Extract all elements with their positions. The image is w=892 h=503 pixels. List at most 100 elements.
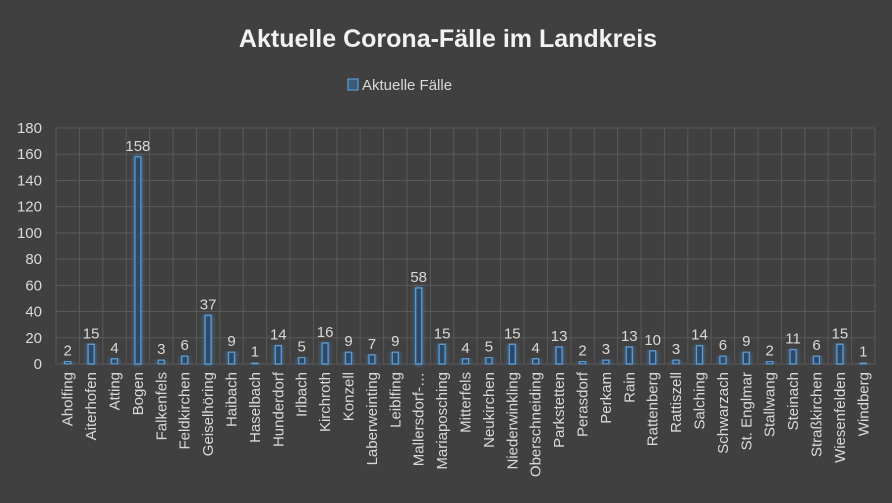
x-tick-label: Neukirchen — [481, 372, 498, 448]
bar — [391, 351, 399, 365]
bar — [742, 351, 750, 365]
x-tick-label: Mallersdorf-… — [411, 372, 428, 466]
bar — [251, 362, 259, 365]
data-label: 37 — [200, 296, 217, 313]
data-label: 9 — [742, 333, 750, 350]
x-tick-label: Mariaposching — [434, 372, 451, 470]
x-tick-label: Atting — [107, 372, 124, 410]
x-tick-label: Leiblfing — [387, 372, 404, 428]
x-tick-label: Laberweinting — [364, 372, 381, 465]
bar — [344, 351, 353, 365]
bar — [415, 287, 423, 365]
bar — [532, 358, 540, 365]
chart-title: Aktuelle Corona-Fälle im Landkreis — [239, 25, 657, 53]
x-tick-label: Windberg — [855, 372, 872, 436]
data-label: 13 — [621, 328, 638, 345]
data-label: 3 — [602, 341, 610, 358]
x-tick-label: Mitterfels — [458, 372, 475, 433]
y-tick-label: 20 — [25, 330, 42, 347]
bars — [64, 156, 867, 365]
bar — [649, 350, 657, 365]
bar — [859, 362, 867, 365]
bar — [274, 344, 282, 365]
data-label: 6 — [719, 337, 727, 354]
data-label: 10 — [644, 332, 661, 349]
x-tick-label: Oberschneiding — [528, 372, 545, 477]
x-tick-label: Falkenfels — [153, 372, 170, 440]
bar — [181, 355, 189, 365]
data-label: 3 — [157, 341, 165, 358]
bar — [812, 355, 821, 365]
x-tick-label: Aiterhofen — [83, 372, 100, 440]
data-label: 9 — [391, 333, 399, 350]
y-tick-label: 160 — [17, 146, 42, 163]
x-axis-categories: Aholfing Aiterhofen Atting Bogen Falkenfels F… — [60, 371, 873, 477]
y-tick-label: 40 — [25, 304, 42, 321]
x-tick-label: Rattenberg — [645, 372, 662, 446]
data-label: 15 — [504, 325, 521, 342]
y-tick-label: 80 — [25, 251, 42, 268]
legend-swatch — [347, 78, 359, 91]
data-label: 4 — [532, 340, 540, 357]
x-tick-label: Niederwinkling — [504, 372, 521, 470]
x-tick-label: Konzell — [341, 372, 358, 421]
bar — [695, 344, 704, 365]
bar — [766, 360, 774, 365]
x-tick-label: Hunderdorf — [270, 371, 287, 447]
bar — [461, 358, 470, 365]
x-tick-label: Stallwang — [762, 372, 779, 437]
gridlines — [55, 127, 876, 365]
x-tick-label: Schwarzach — [715, 372, 732, 454]
y-tick-label: 60 — [25, 277, 42, 294]
bar — [298, 356, 306, 365]
data-label: 7 — [368, 336, 376, 353]
x-tick-label: Perasdorf — [575, 371, 592, 437]
bar — [134, 156, 142, 365]
bar — [672, 359, 680, 365]
bar — [87, 343, 95, 365]
data-label: 2 — [766, 342, 774, 359]
bar — [719, 355, 727, 365]
y-tick-label: 180 — [17, 120, 42, 137]
data-label: 13 — [551, 328, 568, 345]
x-tick-label: Haselbach — [247, 372, 264, 443]
bar — [204, 314, 212, 365]
data-label: 15 — [83, 325, 100, 342]
x-tick-label: Parkstetten — [551, 372, 568, 448]
bar — [625, 346, 633, 365]
x-tick-label: Wiesenfelden — [832, 372, 849, 463]
data-label: 14 — [691, 327, 708, 344]
bar — [602, 359, 610, 365]
bar — [578, 360, 587, 365]
data-label: 4 — [461, 340, 469, 357]
x-tick-label: St. Englmar — [738, 372, 755, 450]
bar — [321, 342, 329, 365]
data-label: 14 — [270, 327, 287, 344]
y-tick-label: 120 — [17, 199, 42, 216]
data-label: 11 — [785, 331, 801, 348]
data-label: 4 — [110, 340, 118, 357]
x-tick-label: Steinach — [785, 372, 802, 430]
data-label: 6 — [181, 337, 189, 354]
bar — [555, 346, 563, 365]
data-label: 5 — [485, 338, 493, 355]
data-label: 3 — [672, 341, 680, 358]
bar — [110, 358, 119, 365]
x-tick-label: Bogen — [130, 372, 147, 415]
data-label: 158 — [125, 138, 150, 155]
x-tick-label: Kirchroth — [317, 372, 334, 432]
data-label: 15 — [832, 325, 849, 342]
bar — [836, 343, 844, 365]
x-tick-label: Feldkirchen — [177, 372, 194, 450]
x-tick-label: Perkam — [598, 372, 615, 424]
bar — [64, 360, 72, 365]
bar — [508, 343, 516, 365]
legend: Aktuelle Fälle — [347, 77, 452, 94]
bar — [789, 348, 797, 365]
data-label: 5 — [298, 338, 306, 355]
y-tick-label: 140 — [17, 172, 42, 189]
x-tick-label: Salching — [692, 372, 709, 430]
bar — [485, 356, 493, 365]
bar — [157, 359, 165, 365]
